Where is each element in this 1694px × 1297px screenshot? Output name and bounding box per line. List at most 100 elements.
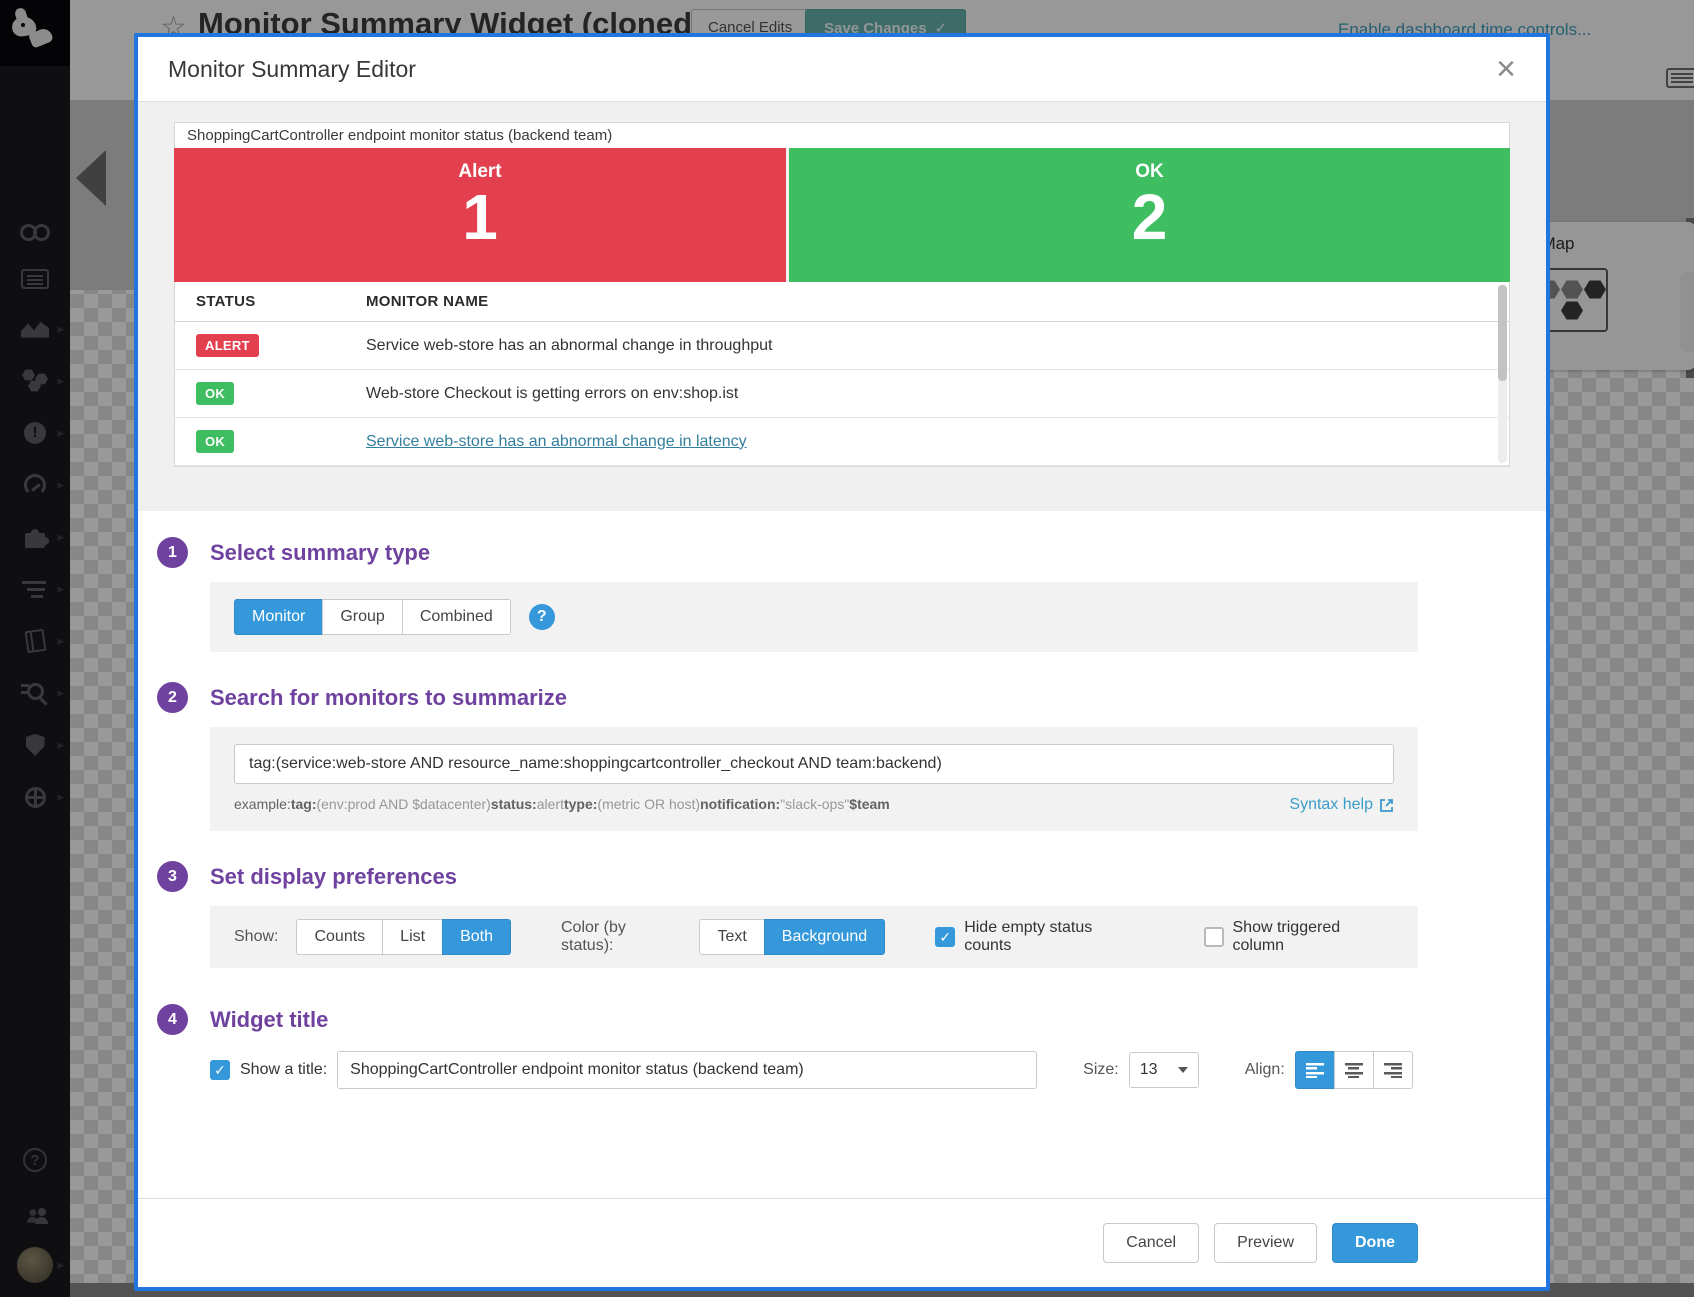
close-icon[interactable]: ×: [1496, 50, 1516, 88]
status-badge: OK: [196, 430, 235, 453]
done-button[interactable]: Done: [1332, 1223, 1418, 1263]
monitor-summary-editor-modal: Monitor Summary Editor × ShoppingCartCon…: [134, 33, 1550, 1291]
binoculars-icon: [20, 220, 50, 241]
sidebar-item-synthetics[interactable]: ▸: [0, 780, 70, 814]
column-header-monitor-name: MONITOR NAME: [366, 293, 489, 310]
sidebar-item-logs[interactable]: ▸: [0, 676, 70, 710]
show-both-button[interactable]: Both: [442, 919, 511, 955]
show-label: Show:: [234, 928, 279, 945]
cancel-button[interactable]: Cancel: [1103, 1223, 1200, 1263]
modal-footer: Cancel Preview Done: [138, 1198, 1546, 1287]
step-number: 1: [157, 537, 188, 568]
sidebar-item-metrics[interactable]: ▸: [0, 312, 70, 346]
show-counts-button[interactable]: Counts: [296, 919, 384, 955]
monitor-name-link[interactable]: Service web-store has an abnormal change…: [366, 432, 747, 450]
summary-type-group-button[interactable]: Group: [322, 599, 403, 635]
preview-widget-title: ShoppingCartController endpoint monitor …: [174, 122, 1510, 148]
align-right-button[interactable]: [1372, 1051, 1413, 1089]
monitor-name: Service web-store has an abnormal change…: [366, 336, 773, 354]
sidebar-item-notebooks[interactable]: ▸: [0, 624, 70, 658]
sidebar-item-apm[interactable]: ▸: [0, 468, 70, 502]
show-toggle: Counts List Both: [296, 919, 511, 955]
chevron-right-icon: ▸: [57, 477, 64, 492]
monitor-table: STATUS MONITOR NAME ALERT Service web-st…: [174, 282, 1510, 467]
sidebar-item-dashboards[interactable]: [0, 262, 70, 296]
section-heading: Select summary type: [210, 539, 431, 565]
monitor-search-input[interactable]: [234, 744, 1394, 784]
column-header-status: STATUS: [196, 293, 256, 310]
chevron-right-icon: ▸: [57, 789, 64, 804]
table-row: OK Web-store Checkout is getting errors …: [175, 370, 1509, 418]
chevron-right-icon: ▸: [57, 1257, 64, 1272]
alert-count-block[interactable]: Alert 1: [174, 148, 786, 282]
sidebar-item-monitors[interactable]: ! ▸: [0, 416, 70, 450]
hide-empty-checkbox[interactable]: ✓: [935, 927, 956, 947]
show-list-button[interactable]: List: [382, 919, 444, 955]
search-panel: example: tag: (env:prod AND $datacenter)…: [210, 727, 1418, 831]
shield-icon: [25, 734, 45, 756]
show-triggered-checkbox-row: Show triggered column: [1203, 919, 1395, 955]
preview-button[interactable]: Preview: [1214, 1223, 1317, 1263]
example-text: $team: [849, 796, 890, 812]
summary-type-panel: Monitor Group Combined ?: [210, 582, 1418, 652]
chevron-right-icon: ▸: [57, 321, 64, 336]
alert-count: 1: [462, 181, 498, 253]
sidebar-item-infrastructure[interactable]: ▸: [0, 364, 70, 398]
sidebar-item-integrations[interactable]: ▸: [0, 520, 70, 554]
align-center-button[interactable]: [1333, 1051, 1374, 1089]
status-badge: OK: [196, 382, 235, 405]
syntax-help-label: Syntax help: [1289, 796, 1373, 813]
summary-type-monitor-button[interactable]: Monitor: [234, 599, 324, 635]
table-header-row: STATUS MONITOR NAME: [175, 282, 1509, 322]
section-widget-title: 4 Widget title ✓ Show a title: Size: 13 …: [138, 1004, 1546, 1089]
color-background-button[interactable]: Background: [763, 919, 886, 955]
align-center-icon: [1344, 1062, 1363, 1078]
carousel-left-arrow[interactable]: [76, 150, 106, 206]
monitor-name: Web-store Checkout is getting errors on …: [366, 384, 739, 402]
size-value: 13: [1139, 1061, 1158, 1078]
ok-count: 2: [1131, 181, 1168, 253]
widget-title-input[interactable]: [337, 1051, 1038, 1089]
list-card-icon: [21, 269, 49, 289]
chevron-right-icon: ▸: [57, 529, 64, 544]
size-select[interactable]: 13: [1128, 1052, 1199, 1088]
globe-icon: [24, 786, 46, 808]
show-triggered-checkbox[interactable]: [1203, 927, 1224, 947]
keyboard-icon[interactable]: [1666, 68, 1694, 88]
help-icon[interactable]: ?: [528, 604, 555, 630]
sidebar-item-watchdog[interactable]: [0, 212, 70, 246]
example-text: "slack-ops": [780, 796, 850, 812]
avatar: [17, 1247, 53, 1283]
sidebar-item-pipelines[interactable]: ▸: [0, 572, 70, 606]
save-changes-label: Save Changes: [824, 20, 927, 37]
table-scrollbar[interactable]: [1498, 285, 1507, 463]
example-text: tag:: [290, 796, 317, 812]
syntax-help-link[interactable]: Syntax help: [1289, 796, 1394, 814]
color-toggle: Text Background: [699, 919, 886, 955]
datadog-logo[interactable]: [0, 0, 70, 66]
check-icon: ✓: [934, 20, 948, 37]
scrollbar-thumb[interactable]: [1498, 285, 1507, 381]
alert-circle-icon: !: [24, 422, 46, 444]
summary-type-combined-button[interactable]: Combined: [401, 599, 511, 635]
ok-count-block[interactable]: OK 2: [789, 148, 1510, 282]
chevron-right-icon: ▸: [57, 633, 64, 648]
align-left-button[interactable]: [1294, 1051, 1335, 1089]
sidebar-item-help[interactable]: ?: [0, 1143, 70, 1177]
query-example: example: tag: (env:prod AND $datacenter)…: [234, 796, 1394, 814]
sidebar-item-profile[interactable]: ▸: [0, 1247, 70, 1283]
section-heading: Search for monitors to summarize: [210, 684, 567, 710]
filter-lines-icon: [22, 580, 48, 598]
section-display-prefs: 3 Set display preferences Show: Counts L…: [138, 861, 1546, 968]
show-title-checkbox[interactable]: ✓: [210, 1060, 230, 1080]
sidebar-item-security[interactable]: ▸: [0, 728, 70, 762]
widget-card-partial: [1680, 272, 1694, 352]
help-icon: ?: [23, 1148, 47, 1172]
example-text: notification:: [700, 796, 781, 812]
hexagons-icon: [20, 369, 50, 393]
step-number: 2: [157, 682, 188, 713]
external-link-icon: [1380, 798, 1393, 812]
example-text: (metric OR host): [597, 796, 701, 812]
section-summary-type: 1 Select summary type Monitor Group Comb…: [138, 537, 1546, 652]
color-text-button[interactable]: Text: [699, 919, 765, 955]
